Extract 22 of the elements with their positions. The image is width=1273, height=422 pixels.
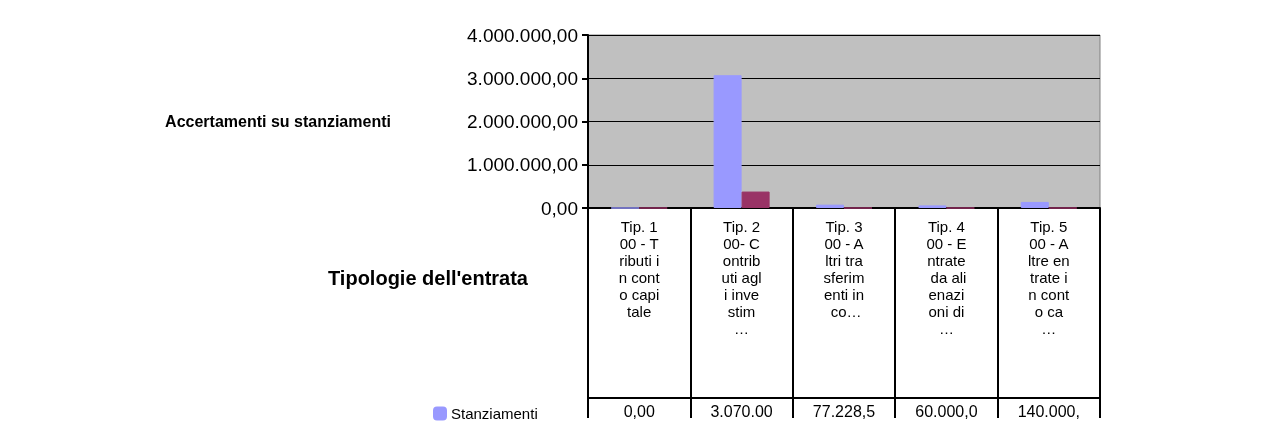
bar bbox=[816, 204, 844, 208]
data-label: 0,00 bbox=[623, 402, 655, 420]
y-axis-title: Accertamenti su stanziamenti bbox=[165, 113, 391, 130]
x-axis-title: Tipologie dell'entrata bbox=[328, 267, 529, 289]
x-tick-label: Tip. 300 - Altri trasferimenti in co… bbox=[823, 218, 865, 320]
x-tick-label: Tip. 100 - Tributi in conto capitale bbox=[618, 218, 661, 320]
y-tick-label: 2.000.000,00 bbox=[467, 111, 578, 132]
data-label: 60.000,0 bbox=[915, 402, 978, 420]
y-tick-label: 0,00 bbox=[541, 197, 578, 219]
y-tick-label: 4.000.000,00 bbox=[467, 24, 578, 46]
y-tick-label: 3.000.000,00 bbox=[467, 67, 578, 89]
data-label: 77.228,5 bbox=[812, 402, 876, 420]
x-tick-label: Tip. 400 - Entrate da alienazioni di… bbox=[926, 218, 967, 337]
x-tick-label: Tip. 200- Contributi agli investim… bbox=[721, 218, 762, 337]
bar bbox=[741, 191, 770, 208]
data-label: 3.070.00 bbox=[710, 402, 773, 420]
y-tick-label: 1.000.000,00 bbox=[467, 154, 578, 176]
x-tick-label: Tip. 500 - Altre entrate in conto ca… bbox=[1027, 218, 1071, 337]
legend-label: Stanziamenti bbox=[451, 405, 538, 422]
bar bbox=[1020, 201, 1049, 208]
data-label: 140.000, bbox=[1017, 402, 1080, 420]
bar bbox=[713, 75, 742, 208]
